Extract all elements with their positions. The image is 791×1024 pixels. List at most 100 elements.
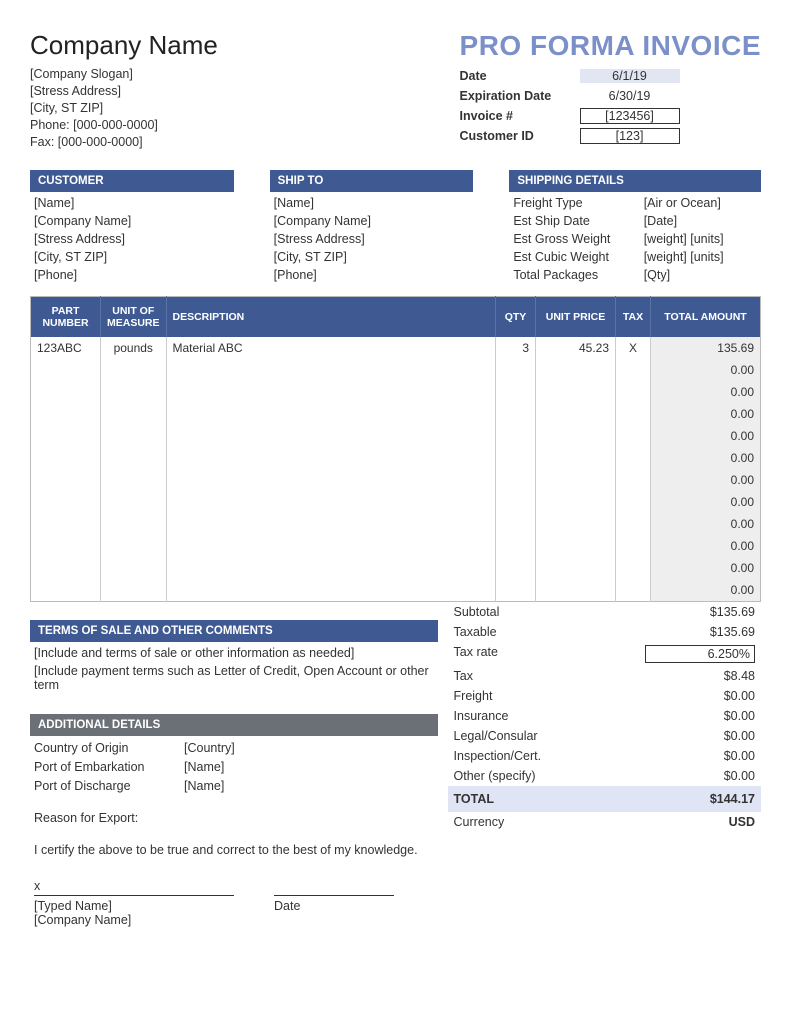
items-row: 0.00 [31, 425, 761, 447]
items-column-header: TAX [616, 297, 651, 338]
items-cell: 45.23 [536, 337, 616, 359]
shipto-name: [Name] [274, 196, 510, 210]
shipping-row: Est Gross Weight[weight] [units] [513, 232, 761, 246]
signature-x: x [34, 879, 438, 893]
shipto-address1: [Stress Address] [274, 232, 510, 246]
totals-row: Taxable$135.69 [448, 622, 761, 642]
items-column-header: PART NUMBER [31, 297, 101, 338]
items-cell [101, 425, 167, 447]
totals-row: Insurance$0.00 [448, 706, 761, 726]
title-meta-block: PRO FORMA INVOICE Date 6/1/19 Expiration… [460, 30, 761, 152]
company-phone: Phone: [000-000-0000] [30, 118, 218, 132]
totals-row: Freight$0.00 [448, 686, 761, 706]
shipping-row: Freight Type[Air or Ocean] [513, 196, 761, 210]
items-row: 0.00 [31, 491, 761, 513]
items-cell: 123ABC [31, 337, 101, 359]
shipping-value: [weight] [units] [644, 232, 761, 246]
shipto-address2: [City, ST ZIP] [274, 250, 510, 264]
items-cell: 0.00 [651, 469, 761, 491]
customer-address2: [City, ST ZIP] [34, 250, 270, 264]
company-address1: [Stress Address] [30, 84, 218, 98]
invoice-number-label: Invoice # [460, 109, 580, 123]
date-line [274, 895, 394, 896]
items-cell [31, 447, 101, 469]
certify-statement: I certify the above to be true and corre… [34, 843, 438, 857]
totals-value: $0.00 [645, 729, 755, 743]
additional-row: Country of Origin[Country] [34, 741, 438, 755]
totals-label: Legal/Consular [454, 729, 645, 743]
totals-label: Tax [454, 669, 645, 683]
items-cell [496, 557, 536, 579]
customer-id-label: Customer ID [460, 129, 580, 143]
items-cell [496, 535, 536, 557]
items-cell [616, 579, 651, 602]
items-cell [616, 469, 651, 491]
shipping-label: Est Ship Date [513, 214, 643, 228]
shipping-value: [Date] [644, 214, 761, 228]
shipping-label: Est Cubic Weight [513, 250, 643, 264]
customer-header: CUSTOMER [30, 170, 234, 192]
items-cell: X [616, 337, 651, 359]
items-cell [496, 513, 536, 535]
items-cell [536, 381, 616, 403]
items-cell [496, 359, 536, 381]
items-cell [536, 403, 616, 425]
customer-id-value: [123] [580, 128, 680, 144]
shipto-phone: [Phone] [274, 268, 510, 282]
company-address2: [City, ST ZIP] [30, 101, 218, 115]
signature-company: [Company Name] [34, 913, 234, 927]
additional-label: Port of Discharge [34, 779, 184, 793]
items-cell [166, 381, 496, 403]
items-cell [31, 359, 101, 381]
company-slogan: [Company Slogan] [30, 67, 218, 81]
items-cell [536, 359, 616, 381]
totals-value: $0.00 [645, 689, 755, 703]
items-cell [166, 469, 496, 491]
shipping-value: [Air or Ocean] [644, 196, 761, 210]
items-table: PART NUMBERUNIT OF MEASUREDESCRIPTIONQTY… [30, 296, 761, 602]
shipping-value: [Qty] [644, 268, 761, 282]
items-row: 0.00 [31, 469, 761, 491]
invoice-meta: Date 6/1/19 Expiration Date 6/30/19 Invo… [460, 66, 761, 146]
totals-value: $135.69 [645, 625, 755, 639]
items-column-header: TOTAL AMOUNT [651, 297, 761, 338]
totals-row: Tax rate6.250% [448, 642, 761, 666]
company-name: Company Name [30, 30, 218, 61]
items-cell [101, 359, 167, 381]
items-cell [616, 557, 651, 579]
items-cell [616, 513, 651, 535]
expiration-label: Expiration Date [460, 89, 580, 103]
totals-label: Tax rate [454, 645, 645, 663]
currency-value: USD [645, 815, 755, 829]
items-cell: 0.00 [651, 579, 761, 602]
items-cell: 0.00 [651, 381, 761, 403]
items-cell [536, 579, 616, 602]
items-column-header: UNIT PRICE [536, 297, 616, 338]
totals-label: Subtotal [454, 605, 645, 619]
items-cell [101, 513, 167, 535]
totals-label: Insurance [454, 709, 645, 723]
items-row: 123ABCpoundsMaterial ABC345.23X135.69 [31, 337, 761, 359]
items-cell: 0.00 [651, 557, 761, 579]
totals-row: Legal/Consular$0.00 [448, 726, 761, 746]
totals-row: Subtotal$135.69 [448, 602, 761, 622]
totals-value: $8.48 [645, 669, 755, 683]
items-cell [166, 535, 496, 557]
customer-name: [Name] [34, 196, 270, 210]
items-cell [616, 447, 651, 469]
items-row: 0.00 [31, 447, 761, 469]
items-cell [31, 579, 101, 602]
items-cell [536, 513, 616, 535]
totals-row: Other (specify)$0.00 [448, 766, 761, 786]
currency-row: Currency USD [448, 812, 761, 832]
items-cell [31, 535, 101, 557]
items-cell: 0.00 [651, 359, 761, 381]
totals-label: Other (specify) [454, 769, 645, 783]
grand-total-row: TOTAL $144.17 [448, 786, 761, 812]
totals-label: Inspection/Cert. [454, 749, 645, 763]
signature-area: [Typed Name] [Company Name] Date [34, 895, 438, 927]
items-cell [616, 425, 651, 447]
company-details: [Company Slogan] [Stress Address] [City,… [30, 67, 218, 149]
shipping-column: SHIPPING DETAILS Freight Type[Air or Oce… [509, 170, 761, 286]
items-cell: 0.00 [651, 513, 761, 535]
